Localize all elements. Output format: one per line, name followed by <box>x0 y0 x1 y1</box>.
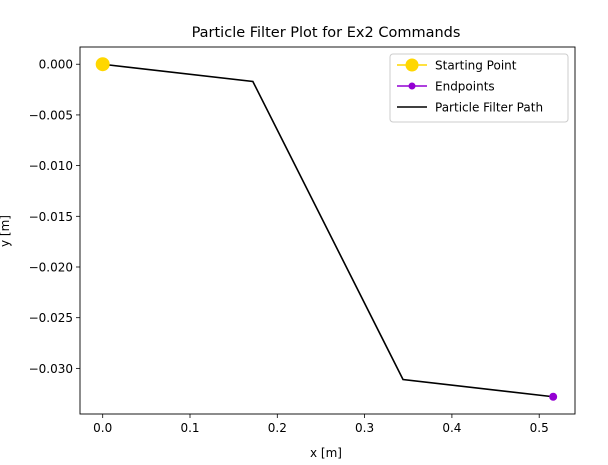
x-tick-label: 0.1 <box>180 421 199 435</box>
y-axis-label: y [m] <box>0 215 12 247</box>
legend-box <box>389 53 569 123</box>
particle-filter-path-line <box>102 63 554 398</box>
x-tick-label: 0.4 <box>442 421 461 435</box>
x-axis-label: x [m] <box>310 446 342 460</box>
endpoint-marker <box>549 392 558 401</box>
y-tick-label: −0.030 <box>29 362 73 376</box>
y-tick-label: −0.015 <box>29 210 73 224</box>
legend-label: Particle Filter Path <box>435 101 543 115</box>
starting-point-marker <box>95 57 110 72</box>
legend-label: Starting Point <box>435 59 517 73</box>
plot-frame <box>79 46 576 415</box>
x-tick-label: 0.5 <box>530 421 549 435</box>
y-tick-label: −0.020 <box>29 260 73 274</box>
plot-area: 0.0 0.1 0.2 0.3 0.4 0.5 0.000 −0.005 −0.010 −0.01… <box>29 46 576 435</box>
chart-title: Particle Filter Plot for Ex2 Commands <box>192 25 461 41</box>
y-tick-label: −0.005 <box>29 108 73 122</box>
x-tick-label: 0.3 <box>355 421 374 435</box>
y-tick-label: −0.025 <box>29 311 73 325</box>
legend-marker <box>405 58 419 72</box>
x-tick-label: 0.0 <box>93 421 112 435</box>
legend: Starting Point Endpoints Particle Filter P… <box>389 53 569 123</box>
legend-marker <box>408 82 416 90</box>
y-tick-label: −0.010 <box>29 159 73 173</box>
legend-label: Endpoints <box>435 80 495 94</box>
x-tick-label: 0.2 <box>268 421 287 435</box>
y-tick-label: 0.000 <box>39 58 73 72</box>
